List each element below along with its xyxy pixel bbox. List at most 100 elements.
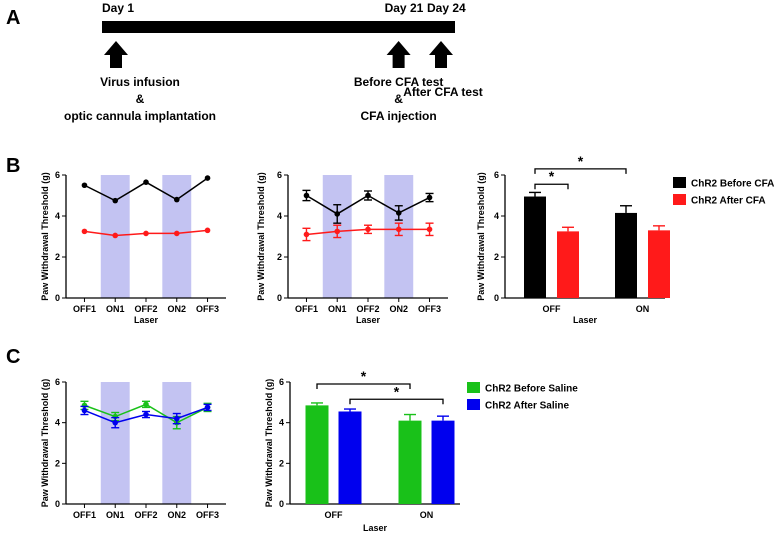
x-axis-label: Laser [356, 315, 381, 325]
legend-swatch [467, 399, 480, 410]
bar [557, 231, 579, 298]
x-tick-label: ON2 [168, 510, 187, 520]
x-tick-label: OFF3 [418, 304, 441, 314]
data-point [173, 415, 180, 422]
y-tick-label: 6 [277, 170, 282, 180]
timeline-day-label: Day 1 [102, 1, 134, 15]
timeline-event-text: & [394, 92, 403, 106]
data-point [395, 226, 402, 233]
chart-b-line-1: 0 2 4 6 Paw Withdrawal Threshold (g) OFF1 ON1 O… [40, 170, 226, 325]
y-tick-label: 4 [55, 211, 60, 221]
y-tick-label: 6 [494, 170, 499, 180]
y-axis-label: Paw Withdrawal Threshold (g) [264, 379, 274, 507]
legend-swatch [673, 177, 686, 188]
data-point [112, 197, 119, 204]
data-point [81, 228, 88, 235]
data-point [426, 226, 433, 233]
chart-c-line: 0 2 4 6 Paw Withdrawal Threshold (g) OFF1 ON1 O… [40, 377, 226, 520]
bar [524, 196, 546, 298]
panel-letter-b: B [6, 155, 20, 177]
y-axis-label: Paw Withdrawal Threshold (g) [476, 172, 486, 300]
significance-star: * [394, 383, 400, 399]
x-axis-label: Laser [134, 315, 159, 325]
x-tick-label: OFF2 [356, 304, 379, 314]
legend-swatch [673, 194, 686, 205]
x-tick-label: OFF [543, 304, 561, 314]
laser-on-band [100, 382, 130, 504]
data-point [204, 404, 211, 411]
x-tick-label: OFF [325, 510, 343, 520]
data-point [173, 230, 180, 237]
data-point [334, 211, 341, 217]
y-tick-label: 2 [494, 252, 499, 262]
bar [305, 405, 329, 504]
data-point [303, 192, 310, 199]
x-axis-label: Laser [363, 523, 388, 533]
y-axis-label: Paw Withdrawal Threshold (g) [40, 172, 50, 300]
data-point [112, 419, 119, 426]
x-tick-label: OFF3 [196, 304, 219, 314]
y-tick-label: 0 [279, 499, 284, 509]
timeline-event-text: Virus infusion [100, 75, 180, 89]
data-point [143, 230, 149, 237]
bar [648, 230, 670, 298]
y-tick-label: 6 [55, 377, 60, 387]
timeline-day-label: Day 24 [427, 1, 466, 15]
x-tick-label: OFF1 [73, 510, 96, 520]
y-tick-label: 6 [279, 377, 284, 387]
y-axis-label: Paw Withdrawal Threshold (g) [40, 379, 50, 507]
x-tick-label: ON1 [106, 304, 125, 314]
y-tick-label: 2 [277, 252, 282, 262]
timeline-event-text: CFA injection [360, 109, 436, 123]
timeline-event-text: After CFA test [403, 85, 483, 99]
laser-on-band [162, 382, 192, 504]
timeline-event-text: optic cannula implantation [64, 109, 216, 123]
x-tick-label: ON2 [390, 304, 409, 314]
legend-label: ChR2 After CFA [691, 196, 766, 207]
panel-letter-c: C [6, 346, 20, 368]
data-point [334, 228, 341, 235]
legend-swatch [467, 382, 480, 393]
y-tick-label: 0 [55, 499, 60, 509]
significance-star: * [578, 153, 584, 169]
data-point [365, 192, 371, 199]
significance-bracket [349, 398, 444, 405]
legend-label: ChR2 After Saline [485, 401, 570, 412]
y-tick-label: 2 [55, 252, 60, 262]
timeline-arrow-icon [104, 41, 128, 68]
y-tick-label: 0 [55, 293, 60, 303]
y-tick-label: 0 [494, 293, 499, 303]
x-tick-label: OFF3 [196, 510, 219, 520]
x-tick-label: OFF1 [73, 304, 96, 314]
significance-star: * [361, 368, 367, 384]
y-axis-label: Paw Withdrawal Threshold (g) [256, 172, 266, 300]
panel-letter-a: A [6, 7, 20, 29]
bar [338, 411, 362, 504]
data-point [81, 407, 88, 414]
y-tick-label: 4 [55, 418, 60, 428]
y-tick-label: 6 [55, 170, 60, 180]
legend-label: ChR2 Before Saline [485, 384, 578, 395]
chart-b-line-2: 0 2 4 6 Paw Withdrawal Threshold (g) OFF1 ON1 O… [256, 170, 448, 325]
significance-bracket [534, 183, 569, 190]
data-point [395, 210, 402, 216]
bar [431, 420, 455, 504]
timeline-event-text: Before CFA test [354, 75, 444, 89]
data-point [81, 182, 88, 189]
data-point [143, 401, 149, 408]
y-tick-label: 4 [277, 211, 282, 221]
x-tick-label: ON1 [328, 304, 347, 314]
data-point [303, 231, 310, 238]
x-tick-label: OFF1 [295, 304, 318, 314]
laser-on-band [384, 175, 414, 298]
timeline-event-text: & [136, 92, 145, 106]
significance-bracket [316, 383, 411, 390]
data-point [112, 232, 119, 239]
significance-bracket [534, 168, 627, 174]
bar [615, 212, 637, 298]
data-point [143, 179, 149, 185]
y-tick-label: 0 [277, 293, 282, 303]
timeline-day-label: Day 21 [385, 1, 424, 15]
x-tick-label: ON1 [106, 510, 125, 520]
